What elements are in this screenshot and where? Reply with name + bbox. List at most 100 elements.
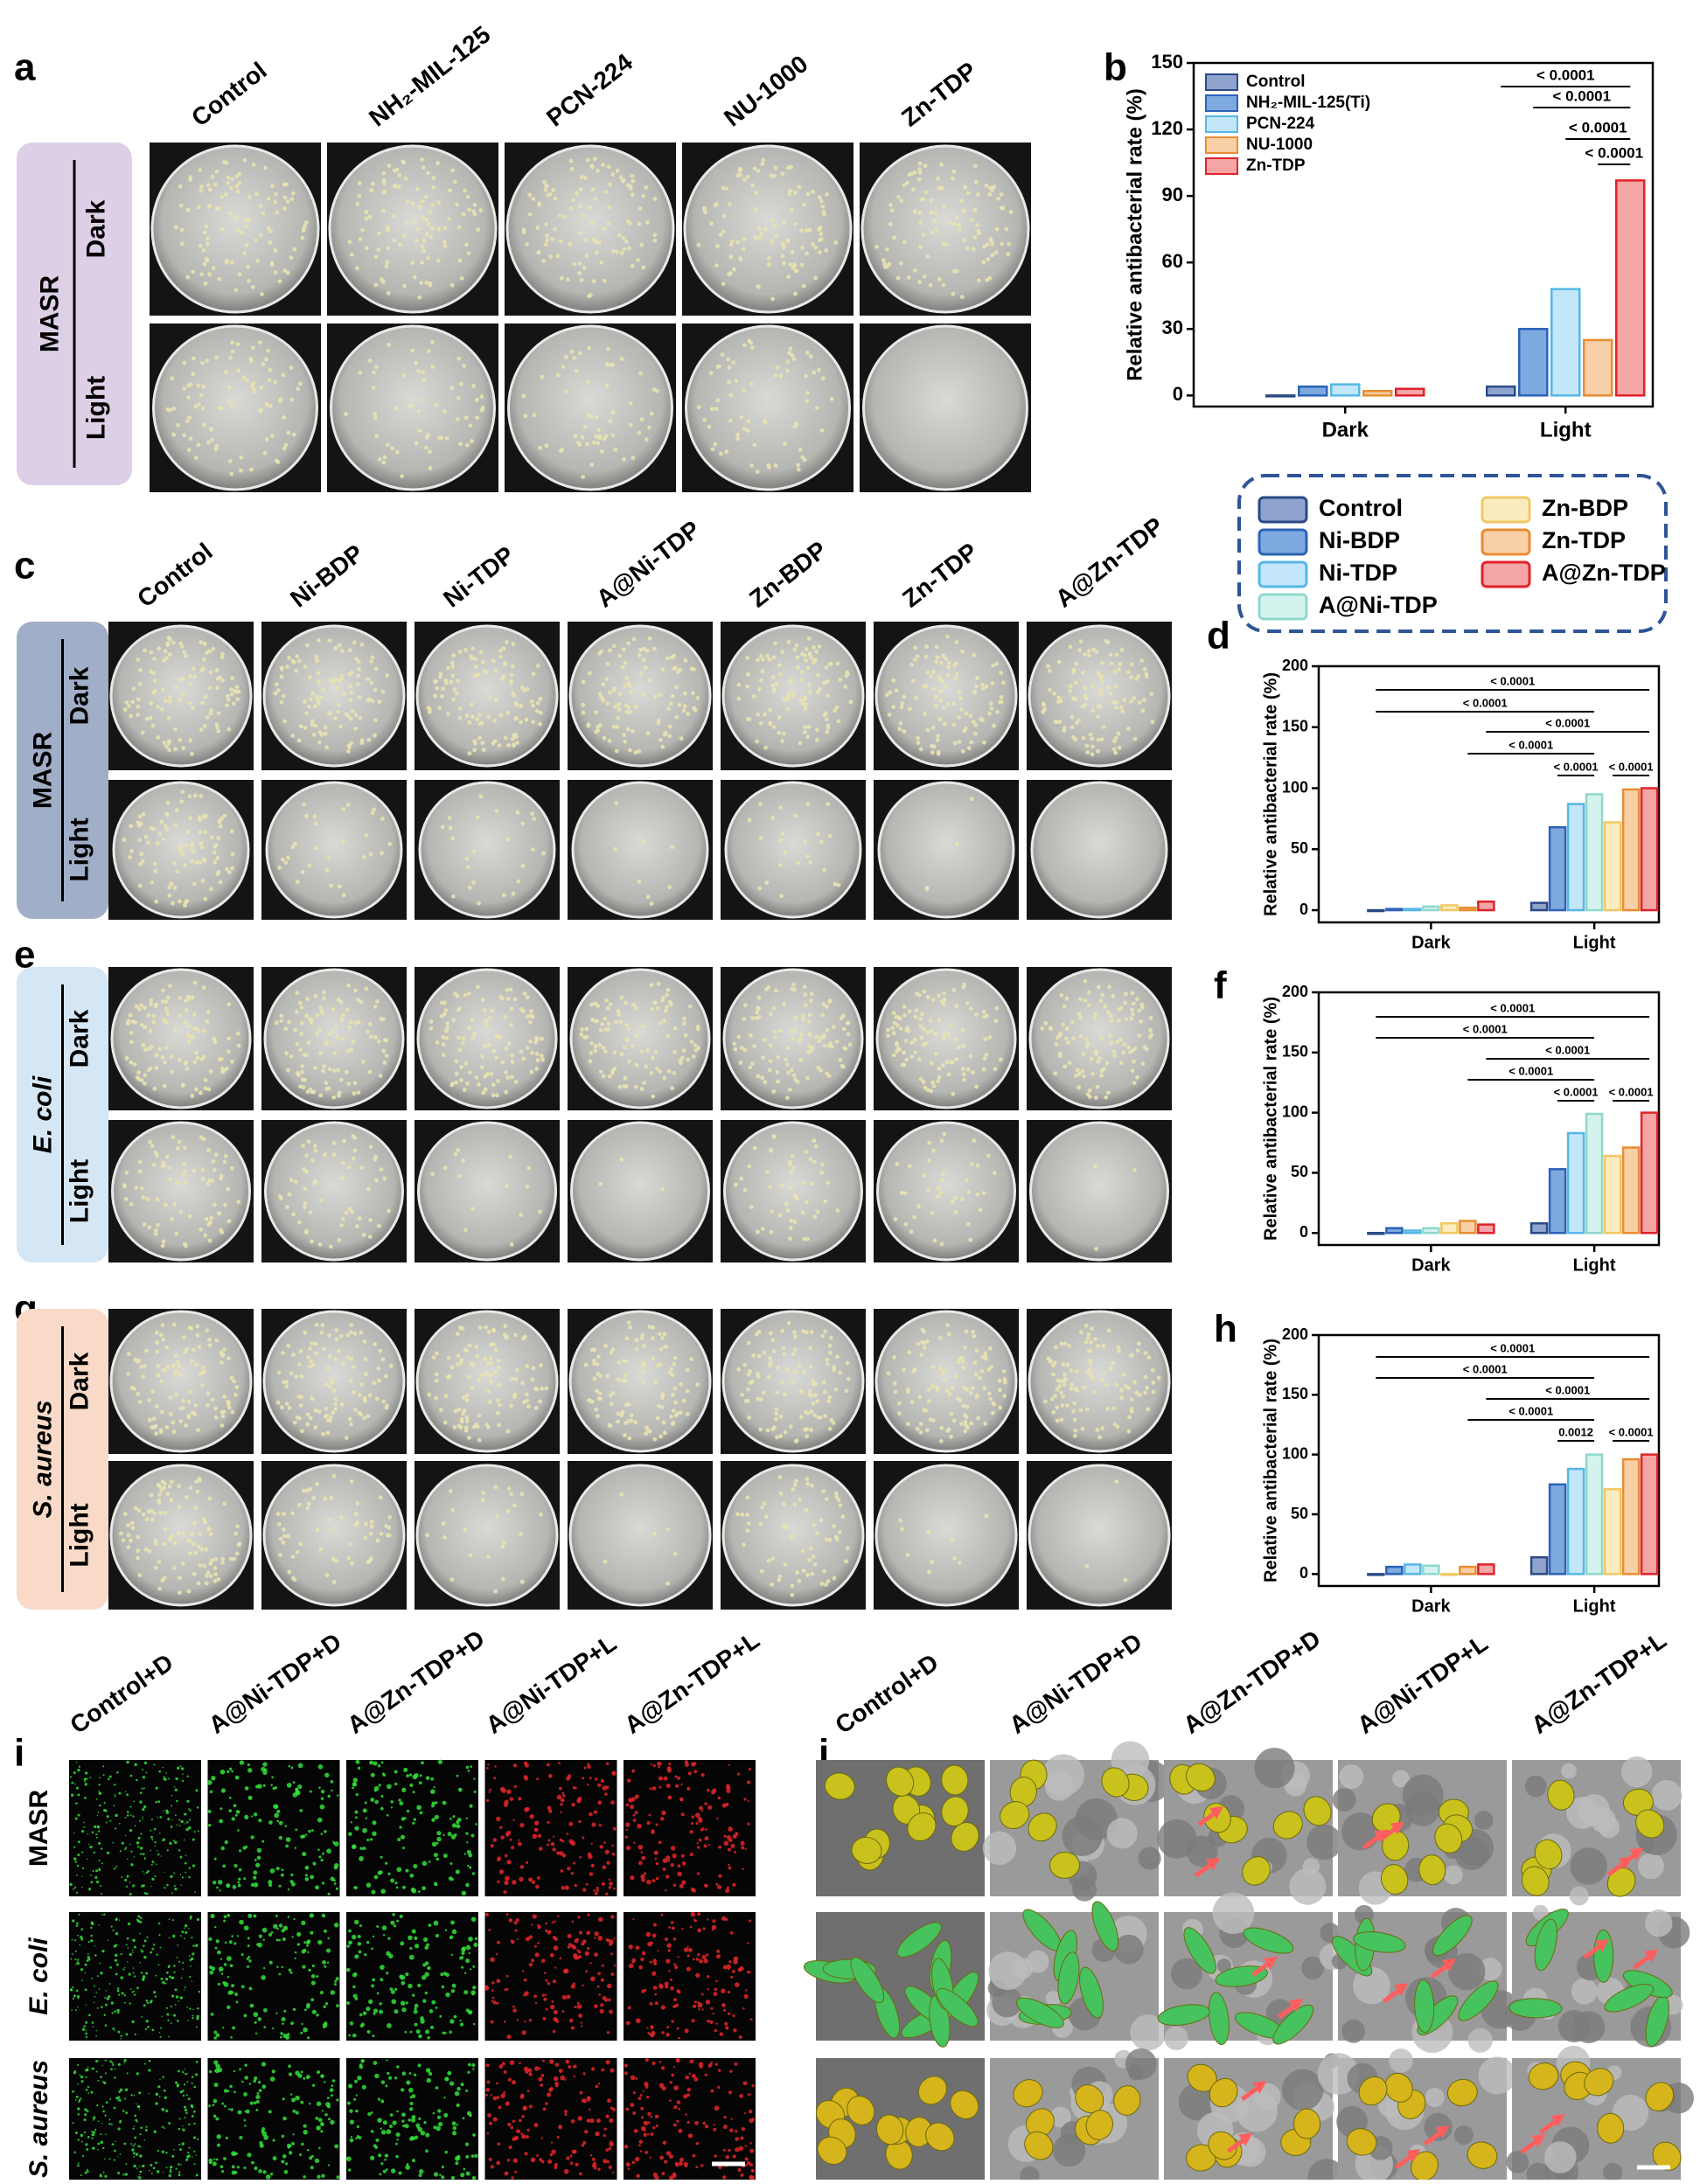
stain-dot [73, 1847, 75, 1848]
colony [951, 1386, 955, 1390]
colony [368, 1235, 373, 1239]
colony [833, 1576, 837, 1581]
colony [1040, 1026, 1044, 1031]
stain-dot [561, 1840, 564, 1842]
colony [1117, 1349, 1121, 1353]
colony [914, 1015, 918, 1019]
colony [323, 1497, 327, 1501]
colony [534, 1067, 539, 1071]
colony [161, 1243, 165, 1248]
colony [280, 667, 284, 671]
colony [456, 1008, 461, 1012]
colony [792, 1330, 797, 1334]
stain-dot [405, 1869, 408, 1873]
colony [627, 1060, 631, 1064]
colony [133, 1020, 137, 1025]
colony [509, 1404, 513, 1408]
colony [592, 441, 596, 445]
colony [424, 446, 428, 450]
colony [653, 1380, 658, 1384]
colony [900, 701, 904, 706]
colony [768, 657, 772, 662]
colony [1136, 1348, 1140, 1353]
colony [219, 1228, 223, 1233]
colony [756, 1397, 760, 1402]
stain-dot [235, 1776, 240, 1780]
colony [1090, 737, 1095, 741]
stain-dot [547, 1763, 550, 1767]
colony [638, 648, 643, 652]
stain-dot [486, 1799, 489, 1802]
colony [785, 238, 790, 242]
colony [789, 1226, 793, 1230]
colony [184, 1350, 188, 1354]
stain-dot [274, 1813, 279, 1819]
colony [259, 233, 263, 238]
colony [652, 387, 657, 392]
colony [446, 666, 450, 671]
stain-dot [503, 1890, 506, 1894]
colony [211, 1397, 215, 1402]
colony [817, 227, 821, 232]
colony [632, 637, 637, 642]
colony [171, 641, 176, 645]
colony [193, 1403, 198, 1408]
colony [976, 1416, 980, 1421]
colony [917, 280, 922, 284]
colony [623, 684, 627, 688]
colony [765, 1170, 770, 1174]
colony [142, 1195, 146, 1200]
colony [150, 1425, 154, 1429]
colony [679, 1059, 683, 1063]
colony [803, 1370, 807, 1374]
colony [213, 182, 218, 186]
colony [206, 441, 211, 445]
colony [763, 1501, 767, 1506]
colony [1069, 685, 1073, 689]
stain-dot [178, 1849, 180, 1851]
bar [1266, 395, 1294, 396]
colony [686, 1412, 690, 1416]
colony [892, 1054, 896, 1058]
colony [338, 884, 342, 888]
colony [638, 431, 642, 435]
colony [986, 1154, 991, 1158]
significance-label: 0.0012 [1558, 1425, 1593, 1438]
colony [497, 1366, 501, 1370]
colony [333, 1407, 338, 1411]
colony [519, 1492, 524, 1496]
colony [732, 1041, 736, 1046]
stain-dot [97, 1815, 98, 1816]
colony [969, 1006, 973, 1011]
colony [275, 1021, 279, 1026]
colony [187, 1414, 192, 1418]
colony [627, 1436, 631, 1441]
stain-dot [697, 1842, 699, 1844]
colony [512, 693, 516, 698]
stain-dot [125, 1791, 126, 1792]
colony [991, 681, 995, 685]
colony [793, 222, 798, 226]
stain-dot [143, 1776, 145, 1778]
colony [360, 643, 365, 647]
colony [612, 643, 617, 648]
colony [542, 180, 547, 184]
colony [624, 710, 629, 714]
colony [491, 1328, 496, 1332]
stain-dot [745, 1847, 747, 1849]
colony [309, 1360, 313, 1364]
colony [931, 998, 936, 1002]
colony [355, 202, 359, 206]
legend-swatch [1206, 95, 1237, 111]
colony [157, 1492, 162, 1497]
colony [1061, 1022, 1065, 1026]
colony [123, 707, 128, 712]
colony [464, 415, 469, 420]
colony [838, 1371, 842, 1375]
stain-dot [221, 1788, 226, 1792]
stain-dot [245, 1846, 247, 1848]
colony [331, 1557, 336, 1561]
colony [923, 163, 928, 168]
colony [212, 850, 217, 854]
colony [1000, 206, 1004, 211]
